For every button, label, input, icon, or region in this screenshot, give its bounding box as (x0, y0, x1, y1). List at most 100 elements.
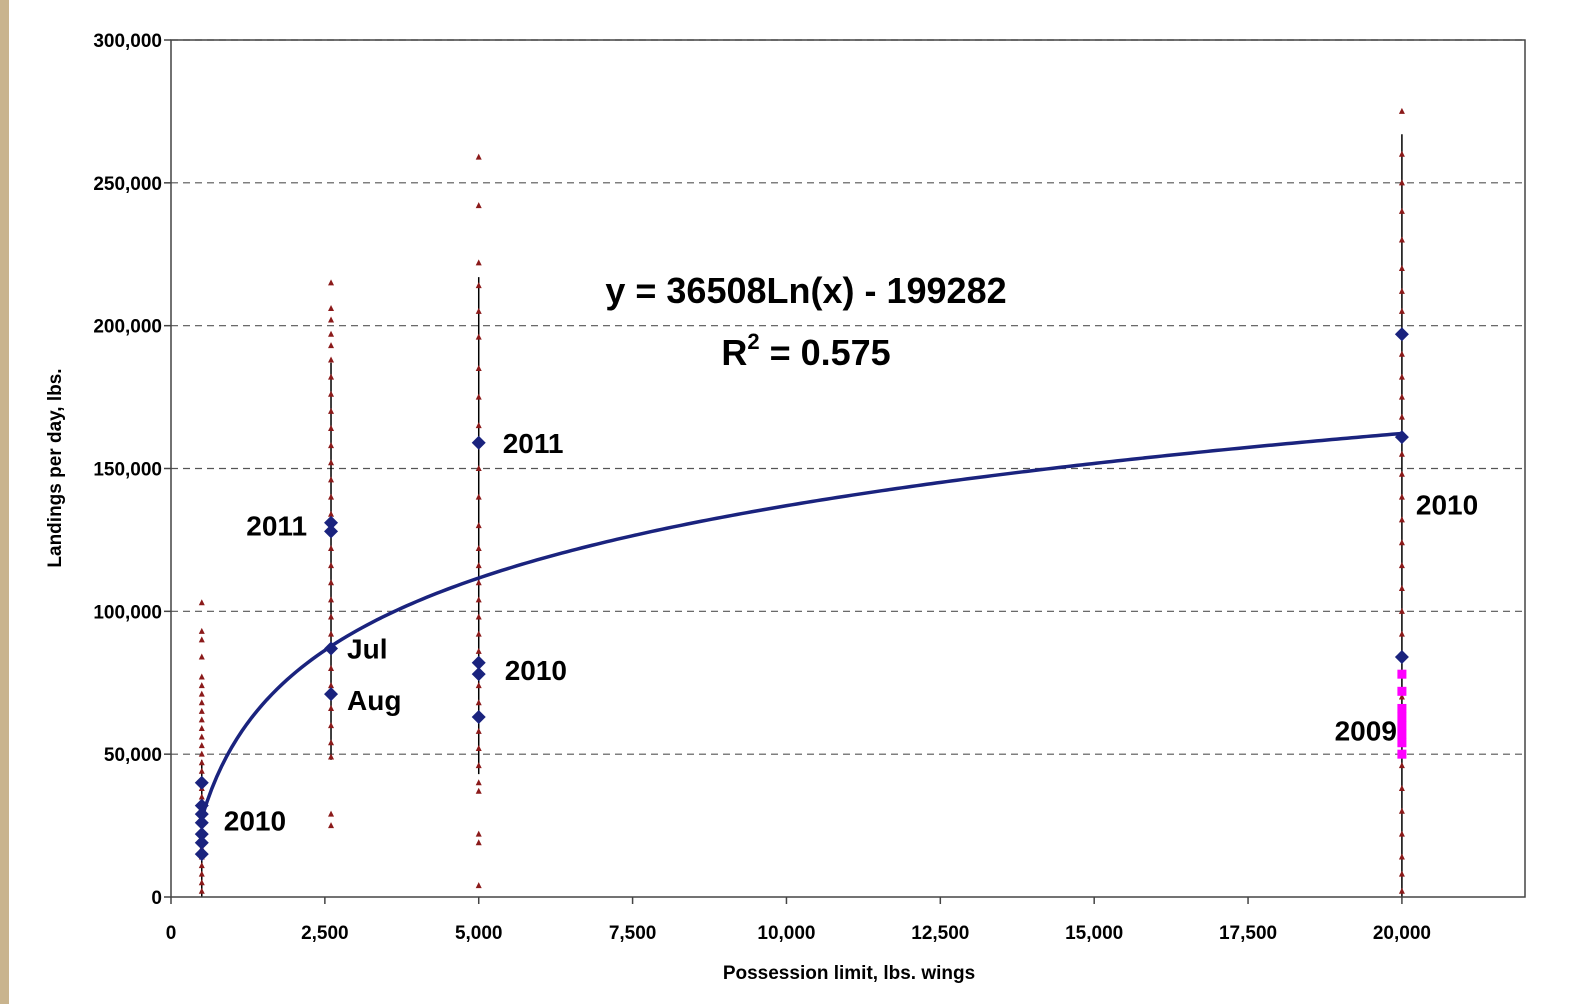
data-point (198, 627, 205, 634)
data-point (328, 630, 335, 637)
x-tick-label: 10,000 (757, 923, 815, 944)
data-point (1398, 807, 1405, 814)
data-point (475, 422, 482, 429)
data-point (1398, 373, 1405, 380)
annotation-label: Jul (347, 633, 387, 664)
average-point (1394, 430, 1409, 445)
data-point (328, 316, 335, 323)
data-point (328, 562, 335, 569)
data-point (1398, 584, 1405, 591)
data-point-2009 (1397, 712, 1407, 722)
trendline-equation: y = 36508Ln(x) - 199282 (605, 270, 1006, 311)
data-point (1398, 630, 1405, 637)
data-point (328, 704, 335, 711)
data-point-2009 (1397, 686, 1407, 696)
data-point (475, 762, 482, 769)
chart-frame: 0 50,000 100,000 150,000 200,000 250,000 300,0… (9, 0, 1569, 1004)
data-point (1398, 784, 1405, 791)
data-point (475, 562, 482, 569)
average-point (194, 847, 209, 862)
data-point (198, 716, 205, 723)
annotation-label: 2009 (1335, 716, 1397, 747)
data-point (1398, 150, 1405, 157)
chart: 0 50,000 100,000 150,000 200,000 250,000 300,0… (45, 31, 1526, 984)
data-point (328, 682, 335, 689)
data-point (198, 879, 205, 886)
data-point (475, 839, 482, 846)
data-point (328, 476, 335, 483)
average-point (471, 435, 486, 450)
data-point (475, 544, 482, 551)
annotation-label: Aug (347, 685, 401, 716)
data-point (475, 259, 482, 266)
data-point (1398, 853, 1405, 860)
x-tick-label: 12,500 (911, 923, 969, 944)
data-point (198, 733, 205, 740)
x-tick-label: 0 (166, 923, 177, 944)
average-point (194, 775, 209, 790)
data-point (475, 682, 482, 689)
data-point (1398, 107, 1405, 114)
data-point (328, 753, 335, 760)
data-point (1398, 562, 1405, 569)
data-point (328, 664, 335, 671)
data-point (328, 279, 335, 286)
annotation-label: 2011 (246, 511, 307, 542)
data-point (198, 599, 205, 606)
data-point (328, 493, 335, 500)
y-axis-title: Landings per day, lbs. (45, 368, 66, 567)
trendline-r-squared: R2 = 0.575 (721, 329, 890, 373)
data-point (475, 579, 482, 586)
y-tick-label: 250,000 (93, 174, 162, 195)
x-tick-label: 17,500 (1219, 923, 1277, 944)
data-point (475, 153, 482, 160)
data-point (475, 282, 482, 289)
data-point (475, 365, 482, 372)
data-point (328, 342, 335, 349)
data-point (198, 682, 205, 689)
data-point (328, 510, 335, 517)
data-point (328, 810, 335, 817)
data-point (328, 356, 335, 363)
data-point (475, 333, 482, 340)
data-point (1398, 762, 1405, 769)
trendline (200, 431, 1403, 819)
data-point (198, 750, 205, 757)
data-point (198, 887, 205, 894)
x-tick-label: 5,000 (455, 923, 503, 944)
y-tick-label: 300,000 (93, 31, 162, 52)
data-point (1398, 265, 1405, 272)
data-point (475, 393, 482, 400)
data-point-2009 (1397, 738, 1407, 748)
data-point (198, 793, 205, 800)
data-point (475, 613, 482, 620)
annotation-label: 2010 (1416, 489, 1478, 520)
data-point (1398, 607, 1405, 614)
data-point (475, 744, 482, 751)
data-point (475, 493, 482, 500)
data-point (1398, 393, 1405, 400)
average-point (471, 655, 486, 670)
data-point (1398, 693, 1405, 700)
data-point (328, 390, 335, 397)
data-point (328, 822, 335, 829)
data-point (328, 305, 335, 312)
data-point (1398, 287, 1405, 294)
x-tick-label: 7,500 (609, 923, 657, 944)
data-point (328, 330, 335, 337)
data-point-2009 (1397, 721, 1407, 731)
data-point (328, 722, 335, 729)
data-point (475, 630, 482, 637)
data-point (1398, 350, 1405, 357)
y-tick-label: 50,000 (104, 745, 162, 766)
average-point (194, 835, 209, 850)
data-point (1398, 470, 1405, 477)
average-point (1394, 650, 1409, 665)
data-point (198, 673, 205, 680)
data-point (1398, 887, 1405, 894)
average-point (194, 798, 209, 813)
data-point (1398, 236, 1405, 243)
data-point (328, 613, 335, 620)
data-point (328, 442, 335, 449)
data-point (198, 767, 205, 774)
